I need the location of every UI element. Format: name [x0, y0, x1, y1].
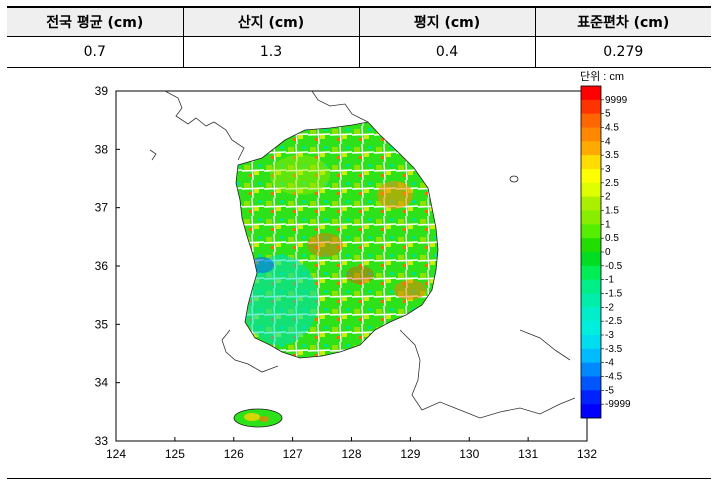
- colorbar-label: -0.5: [605, 261, 623, 272]
- header-national-average: 전국 평균 (cm): [7, 7, 183, 37]
- colorbar-label: -2.5: [605, 316, 623, 327]
- header-mountain: 산지 (cm): [182, 7, 359, 37]
- mainland-outline: [235, 121, 439, 359]
- colorbar-label: 9999: [605, 95, 628, 106]
- colorbar-segment: [581, 169, 601, 184]
- y-tick-label: 36: [95, 259, 109, 273]
- y-tick-label: 33: [95, 434, 109, 448]
- value-mountain: 1.3: [182, 36, 359, 68]
- value-std-dev: 0.279: [534, 36, 711, 68]
- x-tick-label: 131: [518, 447, 538, 461]
- y-tick-label: 35: [95, 317, 109, 331]
- y-axis: 39 38 37 36 35 34 33: [95, 84, 120, 448]
- x-tick-label: 132: [577, 447, 597, 461]
- colorbar-label: 2: [605, 192, 611, 203]
- x-tick-label: 126: [224, 447, 244, 461]
- colorbar-label: -2: [605, 302, 614, 313]
- colorbar: 9999 5 4.5 4 3.5 3 2.5 2 1.5 1 0.5 0 -0.5 -1 -1.5 -2 -2.…: [580, 85, 631, 419]
- colorbar-label: 0.5: [605, 233, 619, 244]
- x-axis: 124 125 126 127 128 129 130 131 132: [106, 437, 597, 461]
- legend-unit-label: 단위 : cm: [580, 70, 624, 83]
- x-tick-label: 127: [283, 447, 303, 461]
- colorbar-label: -3: [605, 330, 614, 341]
- x-tick-label: 128: [341, 447, 361, 461]
- colorbar-segment: [581, 141, 601, 156]
- colorbar-label: -4.5: [605, 372, 623, 383]
- colorbar-segment: [581, 404, 601, 419]
- colorbar-segment: [581, 238, 601, 253]
- colorbar-label: 3: [605, 164, 611, 175]
- colorbar-label: -5: [605, 385, 614, 396]
- colorbar-label: 4: [605, 136, 611, 147]
- value-national-average: 0.7: [83, 44, 106, 60]
- colorbar-segment: [581, 307, 601, 322]
- colorbar-segment: [581, 293, 601, 308]
- colorbar-segment: [581, 86, 601, 101]
- header-plain: 평지 (cm): [358, 7, 535, 37]
- coastline: [149, 90, 576, 419]
- value-plain: 0.4: [358, 36, 535, 68]
- x-tick-label: 129: [400, 447, 420, 461]
- colorbar-label: 2.5: [605, 178, 619, 189]
- x-tick-label: 130: [459, 447, 479, 461]
- x-tick-label: 124: [106, 447, 126, 461]
- colorbar-segment: [581, 252, 601, 267]
- colorbar-segment: [581, 279, 601, 294]
- colorbar-label: 4.5: [605, 123, 619, 134]
- colorbar-segment: [581, 196, 601, 211]
- colorbar-label: 3.5: [605, 150, 619, 161]
- jeju-island: [233, 408, 283, 428]
- colorbar-segment: [581, 224, 601, 239]
- colorbar-label: -3.5: [605, 344, 623, 355]
- colorbar-segment: [581, 155, 601, 170]
- colorbar-label: -1.5: [605, 289, 623, 300]
- colorbar-segment: [581, 348, 601, 363]
- colorbar-label: 1.5: [605, 206, 619, 217]
- colorbar-segment: [581, 335, 601, 350]
- header-std-dev: 표준편차 (cm): [534, 7, 711, 37]
- colorbar-segment: [581, 362, 601, 377]
- colorbar-label: 1: [605, 219, 611, 230]
- colorbar-label: 5: [605, 109, 611, 120]
- colorbar-label: 0: [605, 247, 611, 258]
- colorbar-segment: [581, 113, 601, 128]
- colorbar-label: -4: [605, 358, 614, 369]
- colorbar-label: -1: [605, 275, 614, 286]
- colorbar-segment: [581, 99, 601, 114]
- colorbar-segment: [581, 127, 601, 142]
- bottom-rule: [7, 478, 711, 479]
- colorbar-segment: [581, 265, 601, 280]
- ulleung-island: [509, 175, 519, 183]
- colorbar-segment: [581, 390, 601, 405]
- y-tick-label: 39: [95, 84, 109, 98]
- x-tick-label: 125: [165, 447, 185, 461]
- y-tick-label: 37: [95, 201, 109, 215]
- colorbar-label: -9999: [605, 399, 631, 410]
- colorbar-segment: [581, 376, 601, 391]
- y-tick-label: 38: [95, 142, 109, 156]
- y-tick-label: 34: [95, 376, 109, 390]
- colorbar-segment: [581, 182, 601, 197]
- colorbar-segment: [581, 321, 601, 336]
- summary-table: 전국 평균 (cm) 산지 (cm) 평지 (cm) 표준편차 (cm) 0.7…: [7, 6, 711, 68]
- colorbar-segment: [581, 210, 601, 225]
